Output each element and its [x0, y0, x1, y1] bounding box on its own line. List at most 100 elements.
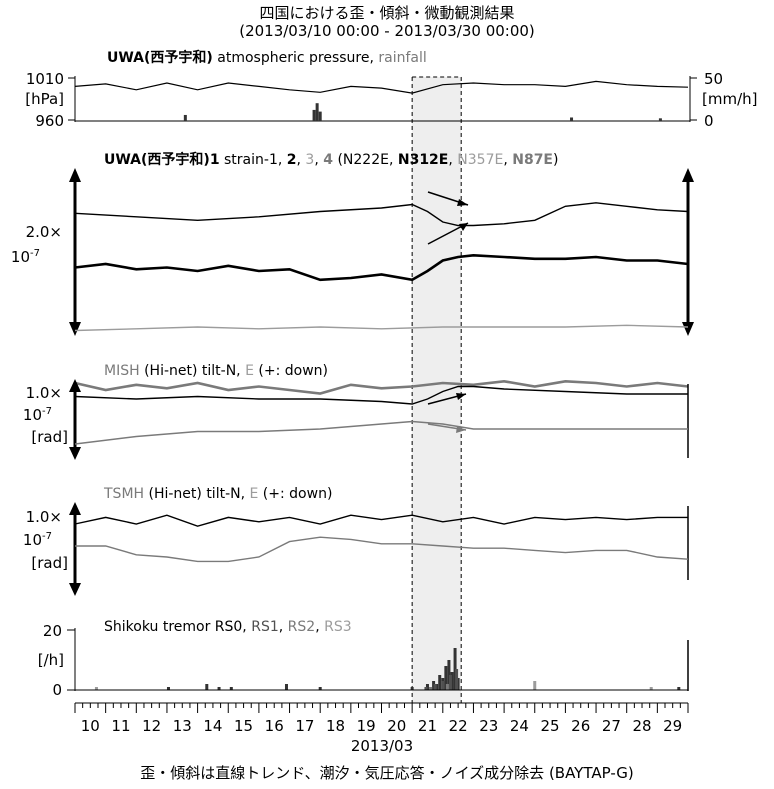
rain-tick-label-0: 0: [704, 112, 714, 130]
tilt-tsmh-e-line: [75, 536, 689, 563]
tremor-bar-rs3: [649, 687, 653, 690]
pressure-line: [74, 80, 689, 94]
tremor-bar-rs0: [438, 675, 442, 690]
tremor-bar-rs0: [432, 681, 436, 690]
x-tick-label: 13: [173, 717, 192, 735]
tremor-bar-rs0: [456, 678, 460, 690]
tilt-mish-e-line: [74, 420, 688, 445]
tremor-bar-rs3: [94, 687, 98, 690]
x-tick-label: 14: [203, 717, 222, 735]
tilt-tsmh-title: TSMH (Hi-net) tilt-N, E (+: down): [103, 486, 332, 502]
tilt-tsmh-scale-base: 10-7: [23, 531, 52, 549]
tremor-bar-rs0: [677, 687, 681, 690]
x-tick-label: 20: [387, 717, 406, 735]
tremor-bar-rs0: [284, 684, 288, 690]
x-tick-label: 12: [142, 717, 161, 735]
rain-unit: [mm/h]: [702, 90, 758, 108]
tremor-bar-rs1: [441, 681, 445, 690]
tremor-tick-label-0: 0: [52, 681, 62, 699]
x-tick-label: 22: [449, 717, 468, 735]
tremor-bar-rs0: [450, 672, 454, 690]
x-tick-label: 21: [418, 717, 437, 735]
tilt-mish-scale-base: 10-7: [23, 406, 52, 424]
tremor-bars: [75, 648, 688, 691]
tilt-tsmh-arrow-down: [69, 583, 81, 596]
tilt-mish-n-line: [74, 385, 688, 405]
tremor-bar-rs1: [448, 675, 452, 690]
tremor-bar-rs3: [533, 681, 537, 690]
tremor-bar-rs0: [410, 687, 414, 690]
tilt-mish-n-arrow-head: [456, 393, 466, 400]
tilt-tsmh-unit: [rad]: [31, 554, 68, 572]
pressure-panel-title: UWA(西予宇和) atmospheric pressure, rainfall: [107, 49, 427, 66]
tilt-mish-arrow-down: [69, 447, 81, 460]
strain-3-line: [74, 324, 689, 332]
rain-tick-label-50: 50: [704, 70, 723, 88]
rainfall-bars: [183, 103, 662, 121]
tremor-bar-rs0: [444, 666, 448, 690]
tremor-bar-rs1: [455, 669, 459, 690]
pressure-tick-label-1010: 1010: [26, 70, 64, 88]
tilt-mish-arrow-up: [69, 379, 81, 392]
tremor-bar-rs0: [318, 687, 322, 690]
strain-1-line: [74, 202, 689, 227]
x-tick-label: 15: [234, 717, 253, 735]
tilt-tsmh-n-line: [74, 514, 688, 527]
tremor-bar-rs2: [445, 684, 449, 690]
x-tick-label: 27: [602, 717, 621, 735]
rainfall-bar: [315, 103, 319, 121]
pressure-panel: UWA(西予宇和) atmospheric pressure, rainfall…: [25, 49, 757, 130]
strain-arrow-up-right: [682, 168, 694, 182]
strain-1-arrow-head: [457, 199, 468, 206]
pressure-tick-label-960: 960: [35, 112, 64, 130]
tremor-unit: [/h]: [38, 651, 64, 669]
x-tick-label: 26: [571, 717, 590, 735]
strain-panel-title: UWA(西予宇和)1 strain-1, 2, 3, 4 (N222E, N31…: [104, 151, 558, 168]
rainfall-bar: [570, 117, 574, 121]
event-window: [412, 77, 462, 703]
tremor-bar-rs0: [166, 687, 170, 690]
strain-2-arrow-head: [459, 223, 468, 231]
footer-note: 歪・傾斜は直線トレンド、潮汐・気圧応答・ノイズ成分除去 (BAYTAP-G): [140, 764, 634, 782]
tremor-title: Shikoku tremor RS0, RS1, RS2, RS3: [104, 619, 352, 635]
tremor-bar-rs0: [205, 684, 209, 690]
x-tick-label: 23: [479, 717, 498, 735]
strain-arrow-up-left: [69, 168, 81, 182]
rainfall-bar: [658, 118, 662, 121]
tilt-mish-title: MISH (Hi-net) tilt-N, E (+: down): [104, 363, 328, 379]
strain-2-line: [74, 253, 689, 282]
x-tick-label: 18: [326, 717, 345, 735]
strain-scale-label: 2.0×: [26, 223, 62, 241]
strain-4-line: [74, 379, 689, 395]
tilt-mish-scale-label: 1.0×: [26, 384, 62, 402]
tremor-bar-rs0: [217, 687, 221, 690]
tilt-mish-e-arrow-head: [456, 426, 466, 433]
x-tick-label: 10: [81, 717, 100, 735]
tilt-tsmh-panel: TSMH (Hi-net) tilt-N, E (+: down) 1.0× 1…: [23, 486, 689, 596]
strain-panel: UWA(西予宇和)1 strain-1, 2, 3, 4 (N222E, N31…: [11, 151, 694, 395]
x-tick-label: 28: [632, 717, 651, 735]
tremor-bar-rs2: [429, 687, 433, 690]
tremor-bar-rs1: [424, 687, 428, 690]
tremor-bar-rs0: [447, 660, 451, 690]
x-tick-label: 25: [541, 717, 560, 735]
tremor-bar-rs0: [453, 648, 457, 690]
x-axis-label: 2013/03: [351, 737, 413, 755]
strain-arrow-down-left: [69, 322, 81, 336]
strain-scale-base: 10-7: [11, 248, 40, 266]
tremor-bar-rs1: [433, 684, 437, 690]
x-tick-label: 24: [510, 717, 529, 735]
tremor-bar-rs0: [435, 684, 439, 690]
rainfall-bar: [312, 109, 316, 121]
x-axis: 10 11 12 13 14 15 16 17 18 19 20 21 22 23 24 25 26 27 28 29…: [74, 702, 689, 755]
x-tick-label: 16: [265, 717, 284, 735]
tremor-panel: Shikoku tremor RS0, RS1, RS2, RS3 20 [/h…: [38, 619, 689, 699]
tremor-bar-rs0: [425, 684, 429, 690]
x-tick-label: 11: [111, 717, 130, 735]
tilt-mish-unit: [rad]: [31, 428, 68, 446]
rainfall-bar: [183, 114, 187, 121]
rainfall-bar: [318, 111, 322, 121]
chart-title: 四国における歪・傾斜・微動観測結果: [259, 4, 514, 22]
x-tick-label: 17: [295, 717, 314, 735]
